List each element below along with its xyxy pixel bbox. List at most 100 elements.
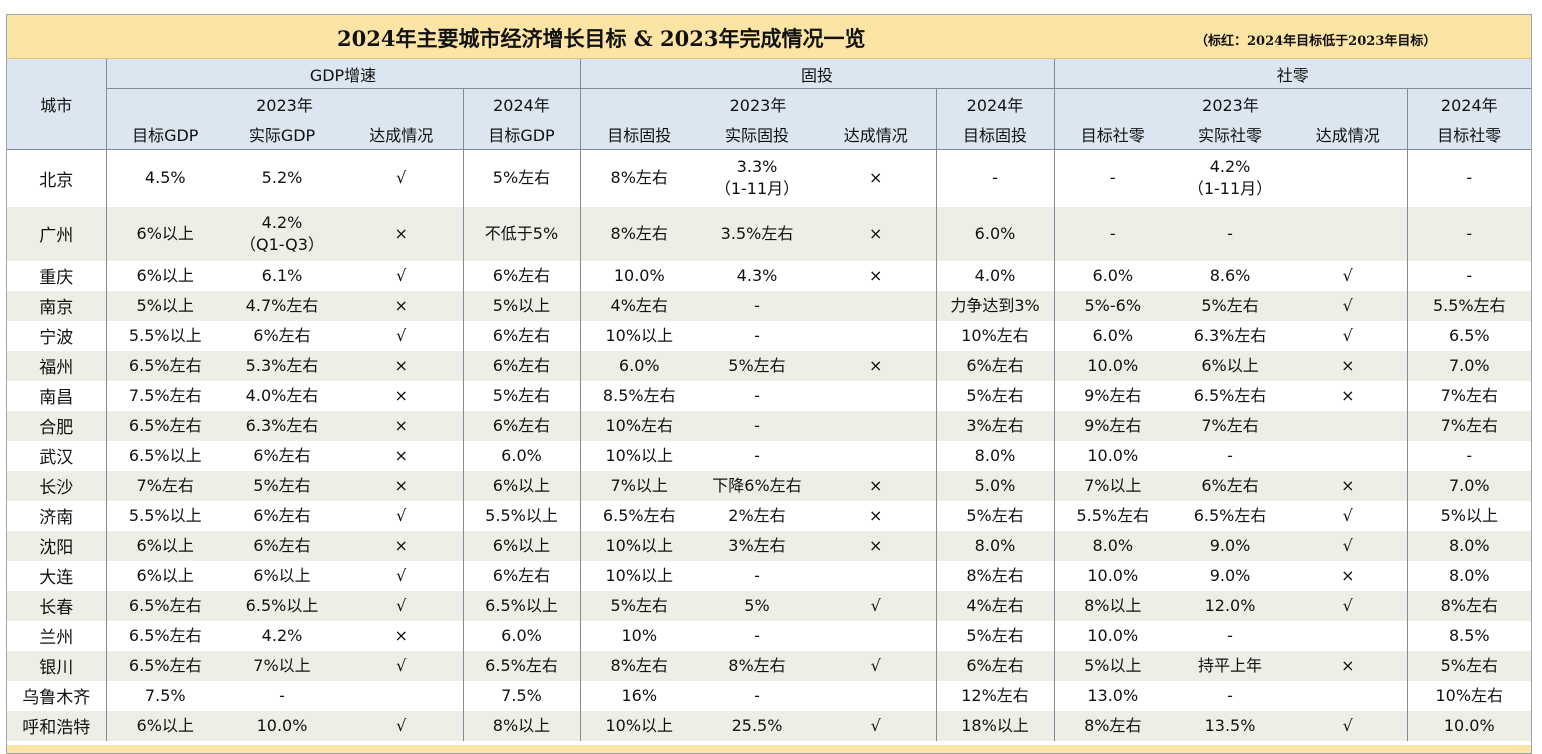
cell-line: 6.5%左右 [128, 655, 202, 675]
cell-fi-actual-2023: 2%左右 [698, 500, 816, 531]
cell-line: 8.6% [1209, 265, 1251, 285]
cell-rs-status-2023 [1289, 206, 1408, 261]
cell-line: 5.5%以上 [128, 325, 202, 345]
cell-line: 3.3% [736, 157, 778, 177]
cell-gdp-status-2023: √ [340, 560, 463, 591]
cell-line: 7%左右 [1440, 385, 1498, 405]
city-name: 兰州 [7, 620, 106, 651]
cell-line: √ [1342, 535, 1353, 555]
cell-line: √ [396, 325, 407, 345]
cell-gdp-actual-2023: 4.2% （Q1-Q3） [224, 206, 340, 261]
cell-line: 10% [621, 625, 658, 645]
cell-line: √ [1342, 505, 1353, 525]
cell-line: 8%左右 [610, 655, 668, 675]
cell-rs-status-2023: √ [1289, 260, 1408, 291]
table-frame [6, 14, 1532, 754]
city-name: 长春 [7, 590, 106, 621]
cell-line: 6%左右 [253, 535, 311, 555]
cell-gdp-actual-2023: 6%左右 [224, 320, 340, 351]
cell-gdp-target-2024: 6%以上 [462, 470, 580, 501]
cell-line: （1-11月） [1187, 179, 1273, 199]
cell-fi-status-2023: × [816, 500, 936, 531]
city-name: 沈阳 [7, 530, 106, 561]
cell-line: - [1227, 685, 1233, 705]
table-row: 长春 6.5%左右 6.5%以上 √ 6.5%以上 5%左右 5% √ 4%左右 8%以上 12.0… [7, 590, 1532, 621]
table-row: 广州 6%以上 4.2% （Q1-Q3） × 不低于5% 8%左右 3.5%左右 × 6.0% - -… [7, 206, 1532, 261]
cell-line: 7%左右 [136, 475, 194, 495]
cell-gdp-actual-2023: - [224, 680, 340, 711]
cell-fi-target-2024: 5%左右 [935, 620, 1055, 651]
cell-gdp-target-2024: 8%以上 [462, 710, 580, 741]
cell-line: × [869, 505, 883, 525]
cell-line: - [754, 415, 760, 435]
cell-line: 6.5%左右 [485, 655, 558, 675]
cell-line: 4.2% [261, 212, 303, 232]
cell-line: 5%左右 [1201, 295, 1259, 315]
city-name: 济南 [7, 500, 106, 531]
cell-line: 8%以上 [1084, 595, 1142, 615]
city-name: 南京 [7, 290, 106, 321]
cell-rs-target-2024: - [1406, 260, 1532, 291]
city-name: 广州 [7, 206, 106, 261]
cell-line: 6.1% [261, 265, 303, 285]
cell-line: 6%左右 [253, 445, 311, 465]
cell-line: √ [1342, 325, 1353, 345]
cell-line: 3%左右 [966, 415, 1024, 435]
cell-gdp-status-2023: × [340, 350, 463, 381]
cell-rs-actual-2023: - [1171, 206, 1290, 261]
cell-rs-target-2024: - [1406, 206, 1532, 261]
cell-gdp-status-2023: × [340, 470, 463, 501]
cell-line: 8%左右 [728, 655, 786, 675]
cell-line: 10.0% [1087, 355, 1139, 375]
cell-line: - [754, 685, 760, 705]
cell-line: × [869, 223, 883, 243]
col-header-gdp-target-2023: 目标GDP [105, 119, 224, 150]
cell-line: × [1341, 655, 1355, 675]
page-title: 2024年主要城市经济增长目标 & 2023年完成情况一览 [337, 26, 866, 51]
cell-line: √ [1342, 595, 1353, 615]
cell-line: 10%左右 [1435, 685, 1504, 705]
cell-line: 6.5%左右 [1193, 385, 1267, 405]
fi-2024-header: 2024年 [935, 88, 1055, 119]
cell-line: 2%左右 [728, 505, 786, 525]
cell-line: 5.0% [974, 475, 1016, 495]
cell-fi-target-2024: 10%左右 [935, 320, 1055, 351]
cell-gdp-target-2023: 6%以上 [105, 710, 224, 741]
title-bar: 2024年主要城市经济增长目标 & 2023年完成情况一览 （标红：2024年目… [7, 15, 1531, 59]
cell-gdp-status-2023: × [340, 290, 463, 321]
cell-line: 不低于5% [484, 223, 559, 243]
cell-fi-target-2024: 8.0% [935, 440, 1055, 471]
col-header-fi-target-2023: 目标固投 [579, 119, 698, 150]
cell-line: 6.5%左右 [128, 625, 202, 645]
table-row: 呼和浩特 6%以上 10.0% √ 8%以上 10%以上 25.5% √ 18%以上 8%左右 13… [7, 710, 1532, 741]
cell-line: × [394, 535, 408, 555]
cell-line: - [1466, 445, 1473, 465]
cell-line: 6%以上 [1201, 355, 1259, 375]
cell-line: 9%左右 [1084, 415, 1142, 435]
col-header-fi-actual-2023: 实际固投 [698, 119, 816, 150]
cell-line: √ [396, 505, 407, 525]
cell-line: √ [870, 655, 881, 675]
cell-gdp-target-2023: 6%以上 [105, 560, 224, 591]
cell-gdp-status-2023: √ [340, 590, 463, 621]
col-header-rs-status-2023: 达成情况 [1289, 119, 1408, 150]
cell-line: 16% [621, 685, 658, 705]
cell-rs-target-2023: 8%以上 [1053, 590, 1172, 621]
cell-line: 13.5% [1204, 715, 1256, 735]
cell-line: 6%左右 [253, 505, 311, 525]
cell-rs-actual-2023: 5%左右 [1171, 290, 1290, 321]
cell-rs-actual-2023: 12.0% [1171, 590, 1290, 621]
cell-gdp-status-2023: √ [340, 710, 463, 741]
table-row: 重庆 6%以上 6.1% √ 6%左右 10.0% 4.3% × 4.0% 6.0% 8.6% √ - [7, 260, 1532, 291]
cell-fi-target-2023: 10%以上 [579, 440, 698, 471]
cell-rs-actual-2023: - [1171, 440, 1290, 471]
cell-fi-status-2023 [816, 410, 936, 441]
cell-line: × [394, 295, 408, 315]
table-row: 北京 4.5% 5.2% √ 5%左右 8%左右 3.3% （1-11月） × - -4.2% （1-… [7, 149, 1532, 207]
cell-line: 6%左右 [492, 265, 551, 285]
cell-gdp-status-2023: × [340, 440, 463, 471]
cell-rs-actual-2023: 6%以上 [1171, 350, 1290, 381]
cell-line: 7%以上 [1084, 475, 1142, 495]
cell-line: 6%以上 [136, 223, 194, 243]
cell-fi-actual-2023: - [698, 410, 816, 441]
